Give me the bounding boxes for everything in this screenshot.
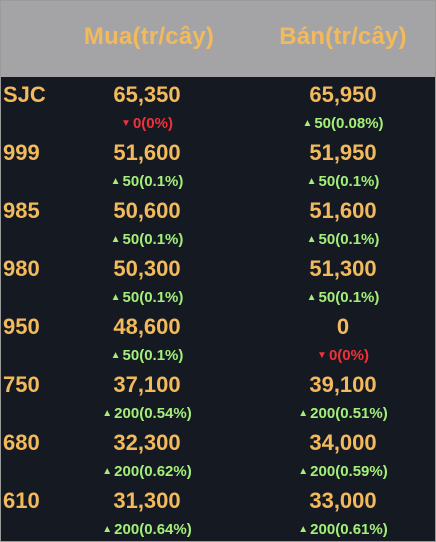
buy-column-header: Mua(tr/cây) [83,23,215,50]
buy-price: 32,300 [113,430,181,455]
buy-price: 31,300 [113,488,181,513]
sell-change: ▲ 50(0.1%) [263,173,423,190]
sell-change-value: 50(0.08%) [314,115,384,132]
sell-price: 0 [336,314,350,339]
up-arrow-icon: ▲ [306,176,317,187]
up-arrow-icon: ▲ [306,234,317,245]
up-arrow-icon: ▲ [306,292,317,303]
sell-change: ▲ 50(0.1%) [263,289,423,306]
sell-price: 51,950 [309,140,377,165]
sell-change: ▲ 50(0.1%) [263,231,423,248]
sell-change: ▲ 200(0.51%) [263,405,423,422]
gold-type-label: 980 [3,256,40,281]
down-arrow-icon: ▼ [121,118,131,129]
buy-change-value: 200(0.54%) [114,405,192,422]
up-arrow-icon: ▲ [102,408,113,419]
buy-change-value: 50(0.1%) [122,289,184,306]
sell-price: 33,000 [309,488,377,513]
gold-type-label: 750 [3,372,40,397]
sell-change-value: 200(0.51%) [310,405,388,422]
sell-price: 65,950 [309,82,377,107]
buy-change: ▲ 50(0.1%) [67,289,227,306]
up-arrow-icon: ▲ [110,350,121,361]
up-arrow-icon: ▲ [302,118,313,129]
sell-price: 51,300 [309,256,377,281]
price-rows: SJC 65,350 65,950 ▼ 0(0%) ▲ 50(0.08%) 999 … [1,77,435,541]
table-row: 999 51,600 51,950 ▲ 50(0.1%) ▲ 50(0.1%) [1,135,435,193]
buy-change-value: 0(0%) [132,115,173,132]
up-arrow-icon: ▲ [298,466,309,477]
sell-price: 39,100 [309,372,377,397]
buy-change: ▲ 50(0.1%) [67,173,227,190]
sell-price: 51,600 [309,198,377,223]
sell-change: ▲ 200(0.59%) [263,463,423,480]
buy-price: 37,100 [113,372,181,397]
down-arrow-icon: ▼ [317,350,327,361]
table-row: SJC 65,350 65,950 ▼ 0(0%) ▲ 50(0.08%) [1,77,435,135]
buy-change: ▲ 200(0.54%) [67,405,227,422]
sell-column-header: Bán(tr/cây) [279,23,407,50]
table-row: 985 50,600 51,600 ▲ 50(0.1%) ▲ 50(0.1%) [1,193,435,251]
sell-change-value: 50(0.1%) [318,289,380,306]
buy-change: ▲ 50(0.1%) [67,347,227,364]
buy-change-value: 50(0.1%) [122,231,184,248]
up-arrow-icon: ▲ [102,466,113,477]
buy-change: ▲ 200(0.62%) [67,463,227,480]
gold-type-label: 999 [3,140,40,165]
sell-price: 34,000 [309,430,377,455]
buy-price: 50,600 [113,198,181,223]
buy-change: ▲ 50(0.1%) [67,231,227,248]
sell-change-value: 0(0%) [328,347,369,364]
gold-type-label: 610 [3,488,40,513]
buy-change-value: 50(0.1%) [122,173,184,190]
table-header: Mua(tr/cây) Bán(tr/cây) [1,1,435,77]
sell-change: ▲ 50(0.08%) [263,115,423,132]
buy-change-value: 50(0.1%) [122,347,184,364]
sell-change-value: 200(0.61%) [310,521,388,538]
up-arrow-icon: ▲ [110,292,121,303]
table-row: 980 50,300 51,300 ▲ 50(0.1%) ▲ 50(0.1%) [1,251,435,309]
table-row: 610 31,300 33,000 ▲ 200(0.64%) ▲ 200(0.61%… [1,483,435,541]
up-arrow-icon: ▲ [110,234,121,245]
buy-price: 50,300 [113,256,181,281]
table-row: 750 37,100 39,100 ▲ 200(0.54%) ▲ 200(0.51%… [1,367,435,425]
gold-type-label: 985 [3,198,40,223]
buy-price: 48,600 [113,314,181,339]
sell-change-value: 50(0.1%) [318,231,380,248]
sell-change-value: 200(0.59%) [310,463,388,480]
gold-type-label: 680 [3,430,40,455]
up-arrow-icon: ▲ [110,176,121,187]
buy-change-value: 200(0.64%) [114,521,192,538]
sell-change: ▼ 0(0%) [263,347,423,364]
buy-change: ▲ 200(0.64%) [67,521,227,538]
sell-change-value: 50(0.1%) [318,173,380,190]
table-row: 950 48,600 0 ▲ 50(0.1%) ▼ 0(0%) [1,309,435,367]
up-arrow-icon: ▲ [298,524,309,535]
up-arrow-icon: ▲ [102,524,113,535]
up-arrow-icon: ▲ [298,408,309,419]
buy-price: 51,600 [113,140,181,165]
sell-change: ▲ 200(0.61%) [263,521,423,538]
buy-change-value: 200(0.62%) [114,463,192,480]
buy-price: 65,350 [113,82,181,107]
buy-change: ▼ 0(0%) [67,115,227,132]
table-row: 680 32,300 34,000 ▲ 200(0.62%) ▲ 200(0.59%… [1,425,435,483]
gold-type-label: SJC [3,82,46,107]
gold-type-label: 950 [3,314,40,339]
